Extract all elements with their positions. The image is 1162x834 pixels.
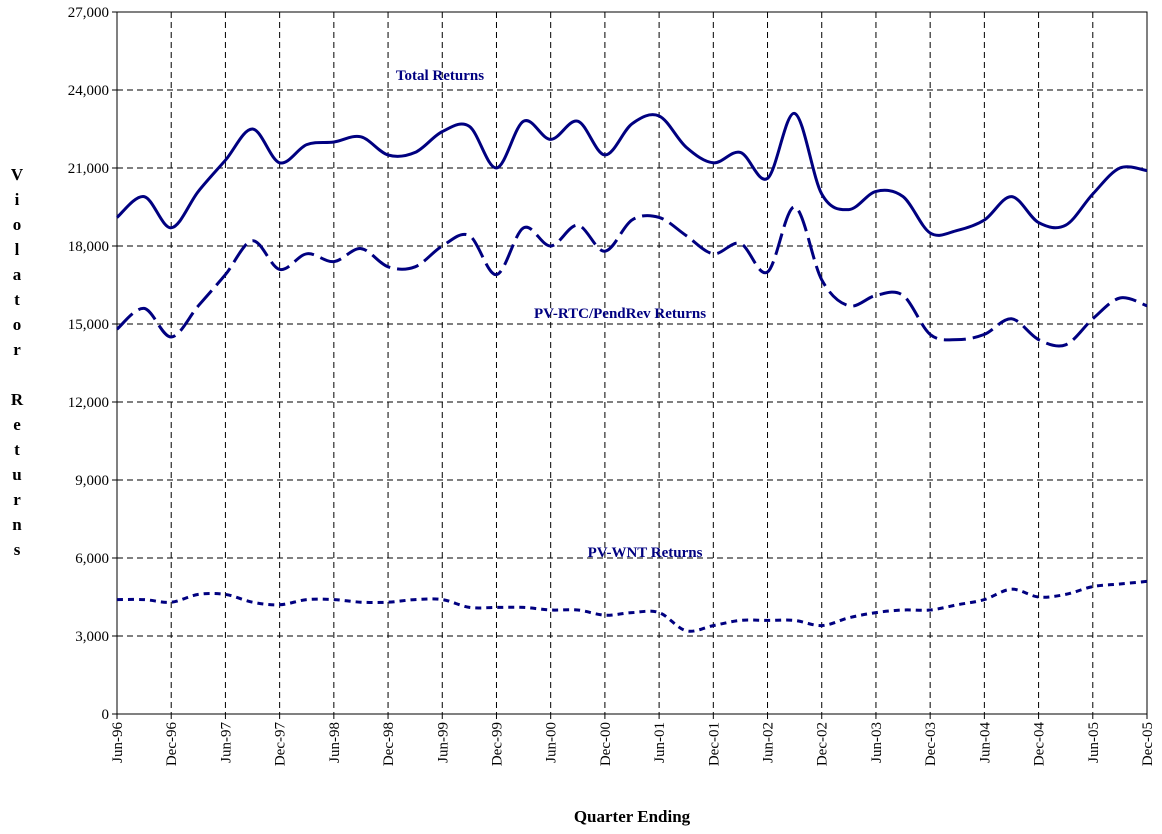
x-tick-label: Dec-04 xyxy=(1032,722,1048,767)
y-tick-label: 9,000 xyxy=(75,473,109,489)
annotation: PV-WNT Returns xyxy=(588,545,703,561)
x-tick-label: Dec-05 xyxy=(1140,722,1156,766)
annotation: Total Returns xyxy=(396,68,484,84)
x-tick-label: Dec-01 xyxy=(706,722,722,766)
x-tick-label: Jun-96 xyxy=(110,722,126,763)
y-tick-label: 18,000 xyxy=(68,239,109,255)
x-tick-label: Dec-97 xyxy=(273,722,289,767)
series-line xyxy=(116,579,1148,633)
y-tick-label: 12,000 xyxy=(68,395,109,411)
x-tick-label: Jun-03 xyxy=(869,722,885,763)
x-tick-label: Jun-05 xyxy=(1086,722,1102,763)
y-tick-label: 15,000 xyxy=(68,317,109,333)
y-tick-label: 0 xyxy=(102,707,110,723)
x-tick-label: Dec-03 xyxy=(923,722,939,766)
y-tick-label: 27,000 xyxy=(68,5,109,21)
x-tick-label: Jun-04 xyxy=(977,722,993,763)
x-tick-label: Jun-98 xyxy=(327,722,343,763)
x-tick-label: Jun-02 xyxy=(761,722,777,763)
x-tick-label: Jun-99 xyxy=(435,722,451,763)
y-tick-label: 21,000 xyxy=(68,161,109,177)
y-tick-label: 3,000 xyxy=(75,629,109,645)
x-tick-label: Dec-98 xyxy=(381,722,397,766)
x-tick-label: Jun-01 xyxy=(652,722,668,763)
x-tick-label: Jun-00 xyxy=(544,722,560,763)
y-tick-label: 6,000 xyxy=(75,551,109,567)
x-axis-label: Quarter Ending xyxy=(574,807,691,826)
x-tick-label: Dec-02 xyxy=(815,722,831,766)
x-tick-label: Dec-96 xyxy=(164,722,180,767)
series-line xyxy=(115,111,1148,237)
x-tick-label: Jun-97 xyxy=(218,722,234,763)
y-tick-label: 24,000 xyxy=(68,83,109,99)
plot-border xyxy=(116,11,1148,715)
series-line xyxy=(115,205,1148,348)
x-tick-label: Dec-99 xyxy=(489,722,505,766)
annotation: PV-RTC/PendRev Returns xyxy=(534,306,706,322)
x-tick-label: Dec-00 xyxy=(598,722,614,766)
